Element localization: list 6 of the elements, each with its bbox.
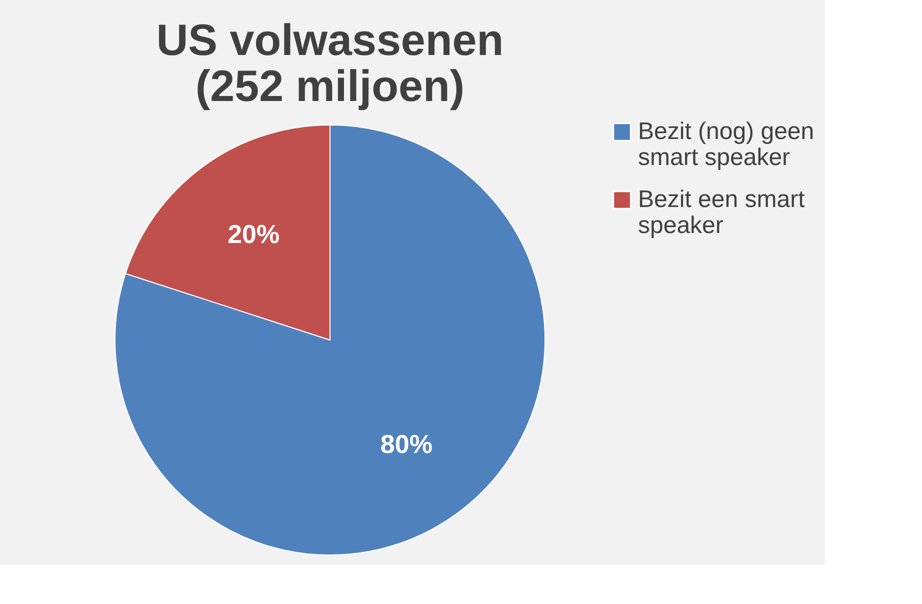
legend-label: Bezit (nog) geen smart speaker — [638, 118, 814, 171]
data-label: 20% — [228, 218, 280, 249]
pie-slice — [114, 124, 546, 556]
legend-label: Bezit een smart speaker — [638, 186, 806, 239]
data-label: 80% — [380, 429, 432, 460]
chart-title: US volwassenen (252 miljoen) — [156, 16, 504, 111]
